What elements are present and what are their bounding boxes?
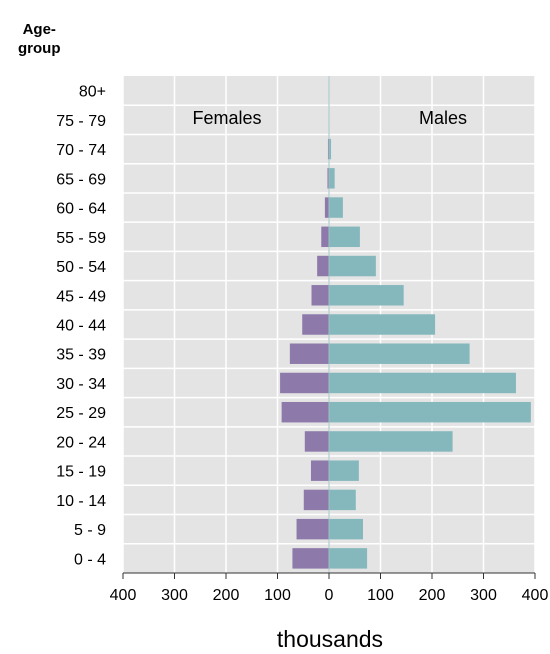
y-tick-label: 45 - 49 bbox=[56, 288, 106, 305]
bar-males bbox=[329, 255, 376, 277]
bar-males bbox=[329, 138, 332, 160]
x-tick-label: 400 bbox=[110, 587, 137, 604]
bar-females bbox=[310, 460, 329, 481]
y-tick-label: 20 - 24 bbox=[56, 434, 106, 451]
y-tick-label: 25 - 29 bbox=[56, 405, 106, 422]
bar-females bbox=[292, 548, 329, 569]
y-tick-label: 5 - 9 bbox=[74, 522, 106, 539]
bar-females bbox=[304, 431, 329, 452]
bar-males bbox=[329, 401, 531, 423]
bar-males bbox=[329, 460, 359, 481]
y-tick-label: 30 - 34 bbox=[56, 376, 106, 393]
bar-females bbox=[302, 314, 329, 335]
x-tick-label: 0 bbox=[325, 587, 334, 604]
bar-males bbox=[329, 226, 360, 248]
bar-females bbox=[311, 285, 329, 306]
bar-males bbox=[329, 285, 404, 306]
bar-males bbox=[329, 518, 363, 540]
bar-females bbox=[324, 197, 329, 218]
bar-females bbox=[296, 518, 329, 540]
y-axis-title: Age- group bbox=[18, 20, 61, 58]
bar-males bbox=[329, 197, 343, 218]
y-tick-label: 10 - 14 bbox=[56, 493, 106, 510]
x-tick-label: 100 bbox=[367, 587, 394, 604]
bar-males bbox=[329, 168, 335, 189]
y-tick-label: 40 - 44 bbox=[56, 318, 106, 335]
series-label-males: Males bbox=[419, 108, 467, 128]
bar-females bbox=[327, 168, 329, 189]
bar-females bbox=[321, 226, 329, 248]
bar-females bbox=[327, 138, 329, 160]
y-tick-label: 35 - 39 bbox=[56, 347, 106, 364]
x-tick-label: 100 bbox=[264, 587, 291, 604]
y-tick-label: 70 - 74 bbox=[56, 142, 106, 159]
bar-males bbox=[329, 489, 356, 511]
y-axis-title-line-2: group bbox=[18, 40, 61, 57]
y-tick-label: 65 - 69 bbox=[56, 171, 106, 188]
bar-females bbox=[281, 401, 329, 423]
series-label-females: Females bbox=[192, 108, 261, 128]
y-tick-label: 0 - 4 bbox=[74, 551, 106, 568]
x-tick-label: 300 bbox=[470, 587, 497, 604]
bar-males bbox=[329, 548, 368, 569]
bar-males bbox=[329, 314, 436, 335]
bar-females bbox=[280, 372, 329, 394]
x-tick-label: 400 bbox=[522, 587, 549, 604]
y-tick-label: 50 - 54 bbox=[56, 259, 106, 276]
y-tick-label: 80+ bbox=[79, 84, 106, 101]
bar-males bbox=[329, 343, 470, 364]
y-axis-title-line-1: Age- bbox=[22, 21, 56, 38]
x-tick-label: 300 bbox=[161, 587, 188, 604]
bar-females bbox=[303, 489, 329, 511]
y-tick-label: 55 - 59 bbox=[56, 230, 106, 247]
bar-males bbox=[329, 372, 516, 394]
x-tick-label: 200 bbox=[213, 587, 240, 604]
bar-females bbox=[289, 343, 329, 364]
x-tick-label: 200 bbox=[419, 587, 446, 604]
x-axis-label: thousands bbox=[276, 626, 384, 652]
y-tick-label: 15 - 19 bbox=[56, 464, 106, 481]
bar-females bbox=[317, 255, 329, 277]
bar-males bbox=[329, 431, 453, 452]
y-tick-label: 75 - 79 bbox=[56, 113, 106, 130]
y-tick-label: 60 - 64 bbox=[56, 201, 106, 218]
